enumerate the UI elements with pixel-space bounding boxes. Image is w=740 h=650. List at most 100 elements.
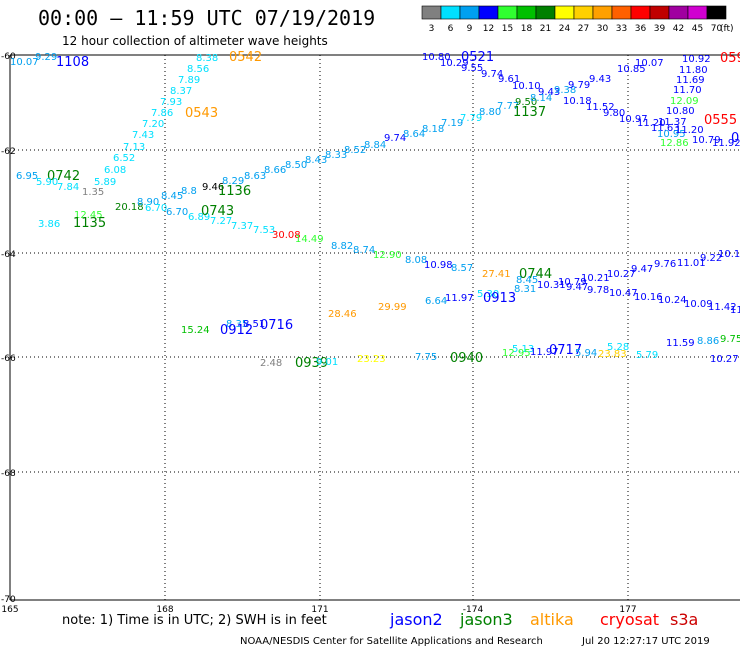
wave-height-value: 8.33 <box>325 150 347 161</box>
wave-height-value: 8.57 <box>451 263 473 274</box>
wave-height-value: 23.83 <box>598 349 627 360</box>
wave-height-value: 8.45 <box>161 191 183 202</box>
wave-height-value: 10.85 <box>617 64 646 75</box>
plot-frame <box>9 54 740 601</box>
legend-label: 33 <box>616 24 627 34</box>
longitude-label: 177 <box>619 605 636 615</box>
wave-height-value: 9.47 <box>631 264 653 275</box>
legend-label: 70 <box>711 24 723 34</box>
pass-time-label: 1135 <box>73 216 106 231</box>
pass-time-label: 1137 <box>513 105 546 120</box>
wave-height-value: 6.08 <box>104 165 126 176</box>
legend-label: 18 <box>521 24 533 34</box>
wave-height-value: 9.46 <box>202 182 224 193</box>
wave-height-value: 5.13 <box>512 344 534 355</box>
wave-height-value: 9.55 <box>461 63 483 74</box>
legend-swatch <box>535 5 556 20</box>
latitude-label: -62 <box>1 147 16 157</box>
wave-height-value: 8.08 <box>405 255 427 266</box>
wave-height-value: 6.89 <box>188 212 210 223</box>
wave-height-value: 5.79 <box>636 350 658 361</box>
latitude-label: -70 <box>1 595 16 605</box>
longitude-label: 171 <box>311 605 328 615</box>
wave-height-value: 11.59 <box>666 338 695 349</box>
wave-height-value: 5.30 <box>477 289 499 300</box>
satellite-legend: jason2 jason3 altika cryosat s3a <box>389 610 698 629</box>
legend-label: 30 <box>597 24 609 34</box>
wave-height-value: 7.37 <box>231 221 253 232</box>
wave-height-value: 10.79 <box>692 135 721 146</box>
wave-height-value: 1.35 <box>82 187 104 198</box>
wave-height-value: 8.14 <box>530 93 552 104</box>
wave-height-value: 10.80 <box>666 106 695 117</box>
legend-swatch <box>478 5 499 20</box>
wave-height-value: 8.90 <box>137 197 159 208</box>
legend-swatch <box>706 5 727 20</box>
pass-time-label: 0743 <box>201 204 234 219</box>
wave-height-value: 8.31 <box>514 284 536 295</box>
wave-height-value: 7.89 <box>178 75 200 86</box>
latitude-label: -60 <box>1 52 16 62</box>
wave-height-value: 8.80 <box>479 107 501 118</box>
wave-height-value: 9.75 <box>720 334 740 345</box>
wave-height-value: 6.70 <box>145 203 167 214</box>
wave-height-value: 10.79 <box>558 277 587 288</box>
wave-height-value: 7.86 <box>151 108 173 119</box>
legend-swatch <box>440 5 461 20</box>
legend-label: 3 <box>429 24 435 34</box>
wave-height-value: 8.51 <box>243 319 265 330</box>
wave-height-value: 8.84 <box>364 140 386 151</box>
wave-height-value: 7.84 <box>57 182 79 193</box>
wave-height-value: 10.47 <box>609 288 638 299</box>
legend-swatch <box>687 5 708 20</box>
legend-label: 24 <box>559 24 571 34</box>
wave-height-value: 9.61 <box>498 74 520 85</box>
latitude-label: -64 <box>1 250 16 260</box>
pass-time-label: 0543 <box>185 106 218 121</box>
wave-height-value: 7.77 <box>497 101 519 112</box>
wave-height-value: 7.75 <box>415 352 437 363</box>
wave-height-value: 11.52 <box>586 102 615 113</box>
legend-swatch <box>421 5 442 20</box>
pass-time-label: 0744 <box>519 267 552 282</box>
longitude-label: 165 <box>1 605 18 615</box>
pass-time-label: 0912 <box>220 323 253 338</box>
wave-height-value: 9.76 <box>654 259 676 270</box>
map-subtitle: 12 hour collection of altimeter wave hei… <box>62 34 328 48</box>
wave-height-value: 8.50 <box>285 160 307 171</box>
wave-height-value: 15.24 <box>181 325 210 336</box>
pass-time-label: 0940 <box>450 351 483 366</box>
wave-height-value: 11.97 <box>445 293 474 304</box>
wave-height-value: 8.37 <box>170 86 192 97</box>
wave-height-value: 11 <box>730 305 740 316</box>
wave-height-value: 6.70 <box>166 207 188 218</box>
wave-height-value: 8.8 <box>181 186 197 197</box>
graticule-grid <box>10 55 740 600</box>
legend-swatch <box>516 5 537 20</box>
legend-swatch <box>497 5 518 20</box>
legend-swatch <box>554 5 575 20</box>
wave-height-value: 8.18 <box>422 124 444 135</box>
wave-height-value: 9.74 <box>384 133 406 144</box>
wave-height-value: 30.08 <box>272 230 301 241</box>
wave-height-value: 8.66 <box>264 165 286 176</box>
pass-time-label: 0717 <box>549 343 582 358</box>
wave-height-value: 7.20 <box>142 119 164 130</box>
footnote: note: 1) Time is in UTC; 2) SWH is in fe… <box>62 613 327 628</box>
wave-height-value: 8.63 <box>244 171 266 182</box>
wave-height-value: 27.41 <box>482 269 511 280</box>
map-title: 00:00 – 11:59 UTC 07/19/2019 <box>38 6 375 30</box>
satellite-name: altika <box>530 610 574 629</box>
wave-height-value: 8.56 <box>187 64 209 75</box>
wave-height-value: 5.94 <box>575 348 597 359</box>
wave-height-value: 10.27 <box>710 354 739 365</box>
wave-height-value: 5.28 <box>607 342 629 353</box>
wave-height-value: 11.20 <box>637 118 666 129</box>
pass-time-label: 1136 <box>218 184 251 199</box>
wave-height-value: 2.48 <box>260 358 282 369</box>
wave-height-value: 7.27 <box>210 216 232 227</box>
wave-height-value: 8.29 <box>222 176 244 187</box>
generated-timestamp: Jul 20 12:27:17 UTC 2019 <box>581 636 710 647</box>
wave-height-value: 11.20 <box>675 125 704 136</box>
